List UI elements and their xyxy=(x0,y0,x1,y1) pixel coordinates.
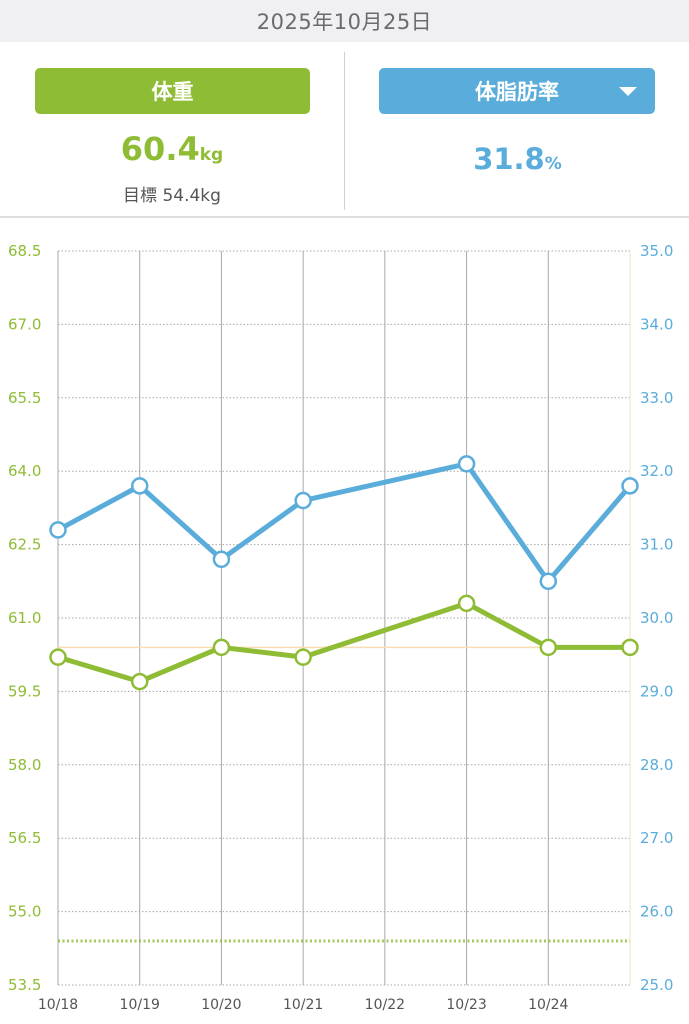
left-axis-tick-label: 64.0 xyxy=(8,462,41,480)
weight-button-label: 体重 xyxy=(151,81,194,104)
body-fat-data-point xyxy=(130,477,149,495)
x-axis-tick-label: 10/21 xyxy=(283,997,323,1013)
weight-button[interactable]: 体重 xyxy=(35,68,310,114)
weight-panel: 体重 60.4kg 目標 54.4kg xyxy=(0,42,344,217)
body-fat-unit: % xyxy=(544,154,562,174)
x-axis-tick-label: 10/24 xyxy=(528,997,568,1013)
weight-value-number: 60.4 xyxy=(120,130,200,168)
caret-down-icon xyxy=(619,87,637,96)
goal-text: 目標 54.4kg xyxy=(0,181,344,206)
right-axis-tick-label: 31.0 xyxy=(640,536,673,554)
body-fat-value-number: 31.8 xyxy=(473,142,545,176)
left-axis-tick-label: 67.0 xyxy=(8,315,41,333)
right-axis-tick-label: 30.0 xyxy=(640,609,673,627)
body-fat-data-point xyxy=(457,455,476,473)
x-axis-tick-label: 10/23 xyxy=(446,997,486,1013)
goal-value: 54.4kg xyxy=(162,186,221,206)
weight-data-point xyxy=(621,638,639,657)
right-axis-tick-label: 35.0 xyxy=(640,242,673,260)
header-divider xyxy=(0,216,689,218)
weight-unit: kg xyxy=(199,145,224,165)
left-axis-tick-label: 55.0 xyxy=(8,903,41,921)
weight-data-point xyxy=(457,594,476,613)
weight-value: 60.4kg xyxy=(0,130,344,168)
right-axis-tick-label: 29.0 xyxy=(640,682,673,700)
weight-data-point xyxy=(212,638,231,657)
x-axis-tick-label: 10/20 xyxy=(201,997,241,1013)
body-fat-data-point xyxy=(49,521,67,539)
right-axis-tick-label: 26.0 xyxy=(640,903,673,921)
left-axis-tick-label: 62.5 xyxy=(8,536,41,554)
left-axis-tick-label: 56.5 xyxy=(8,829,41,847)
body-fat-data-point xyxy=(621,477,639,495)
weight-data-point xyxy=(49,648,67,666)
left-axis-tick-label: 61.0 xyxy=(8,609,41,627)
panel-divider xyxy=(344,52,345,210)
x-axis-tick-label: 10/19 xyxy=(120,997,160,1013)
body-fat-data-point xyxy=(539,572,558,591)
x-axis-tick-label: 10/18 xyxy=(38,997,78,1013)
right-axis-tick-label: 25.0 xyxy=(640,976,673,994)
body-fat-data-point xyxy=(212,550,231,569)
body-fat-dropdown-label: 体脂肪率 xyxy=(475,81,559,104)
goal-label: 目標 xyxy=(123,186,158,206)
weight-data-point xyxy=(130,672,149,691)
fat-panel: 体脂肪率 31.8% xyxy=(346,42,689,217)
weight-data-point xyxy=(539,638,558,657)
date-header[interactable]: 2025年10月25日 xyxy=(0,0,689,42)
right-axis-tick-label: 28.0 xyxy=(640,756,673,774)
left-axis-tick-label: 65.5 xyxy=(8,389,41,407)
body-fat-dropdown[interactable]: 体脂肪率 xyxy=(379,68,655,114)
weight-data-point xyxy=(294,648,312,666)
left-axis-tick-label: 68.5 xyxy=(8,242,41,260)
body-fat-value: 31.8% xyxy=(346,142,689,176)
left-axis-tick-label: 53.5 xyxy=(8,976,41,994)
right-axis-tick-label: 33.0 xyxy=(640,389,673,407)
x-axis-tick-label: 10/22 xyxy=(365,997,405,1013)
right-axis-tick-label: 32.0 xyxy=(640,462,673,480)
body-fat-data-point xyxy=(294,491,312,510)
left-axis-tick-label: 58.0 xyxy=(8,756,41,774)
left-axis-tick-label: 59.5 xyxy=(8,682,41,700)
trend-chart[interactable]: 68.5 67.0 65.5 64.0 62.5 61.0 59.5 58.0 56.5 55.0… xyxy=(0,218,689,1024)
right-axis-tick-label: 27.0 xyxy=(640,829,673,847)
right-axis-tick-label: 34.0 xyxy=(640,315,673,333)
